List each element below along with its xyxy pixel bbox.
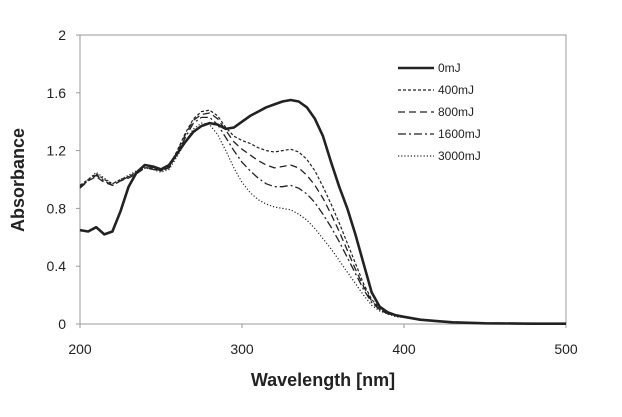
series-line-0mj bbox=[80, 100, 566, 324]
x-tick-label: 400 bbox=[392, 341, 416, 357]
series-line-1600mj bbox=[80, 117, 566, 323]
legend-label: 1600mJ bbox=[438, 127, 481, 141]
y-axis-title: Absorbance bbox=[8, 128, 28, 232]
x-axis-title: Wavelength [nm] bbox=[251, 370, 395, 390]
series-line-3000mj bbox=[80, 123, 566, 324]
x-axis-ticks: 200 300 400 500 bbox=[68, 324, 578, 357]
x-tick-label: 500 bbox=[554, 341, 578, 357]
series-line-400mj bbox=[80, 110, 566, 324]
y-tick-label: 0.4 bbox=[47, 258, 67, 274]
y-tick-label: 2 bbox=[58, 27, 66, 43]
y-tick-label: 0 bbox=[58, 316, 66, 332]
x-tick-label: 200 bbox=[68, 341, 92, 357]
series-line-800mj bbox=[80, 113, 566, 324]
y-tick-label: 1.6 bbox=[47, 85, 67, 101]
series-layer bbox=[80, 100, 566, 324]
legend-label: 800mJ bbox=[438, 105, 474, 119]
legend: 0mJ 400mJ 800mJ 1600mJ 3000mJ bbox=[398, 61, 481, 163]
plot-frame bbox=[80, 35, 566, 324]
y-tick-label: 0.8 bbox=[47, 200, 67, 216]
legend-label: 400mJ bbox=[438, 83, 474, 97]
y-tick-label: 1.2 bbox=[47, 143, 67, 159]
x-tick-label: 300 bbox=[230, 341, 254, 357]
legend-label: 0mJ bbox=[438, 61, 461, 75]
legend-label: 3000mJ bbox=[438, 149, 481, 163]
y-axis-ticks: 0 0.4 0.8 1.2 1.6 2 bbox=[47, 27, 80, 332]
